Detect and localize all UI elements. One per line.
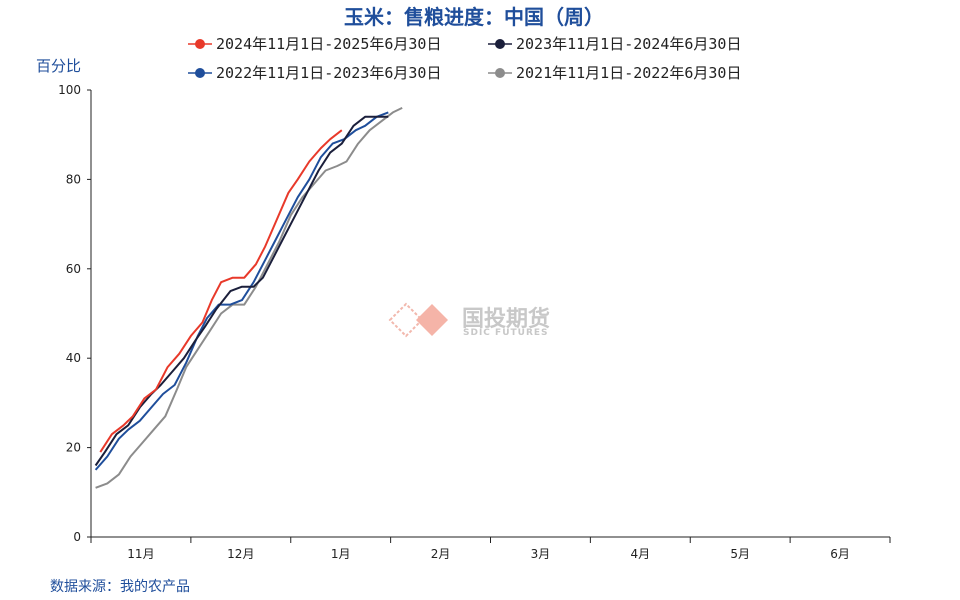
x-tick-label: 3月 — [531, 547, 551, 561]
y-axis: 0 20 40 60 80 100 — [58, 83, 91, 544]
series-line-2 — [94, 115, 389, 467]
legend-label-1: 2024年11月1日-2025年6月30日 — [216, 35, 441, 53]
x-tick-label: 6月 — [830, 547, 850, 561]
data-source: 数据来源：我的农产品 — [50, 579, 190, 595]
series-line-1 — [99, 129, 343, 453]
chart-title: 玉米：售粮进度：中国（周） — [344, 5, 604, 29]
y-tick-label: 80 — [66, 172, 81, 186]
series-line-3 — [94, 111, 389, 471]
y-axis-label: 百分比 — [36, 57, 81, 75]
watermark-name-en: SDIC FUTURES — [463, 328, 549, 338]
x-axis: 11月 12月 1月 2月 3月 4月 5月 6月 — [90, 537, 891, 561]
watermark-name-cn: 国投期货 — [462, 306, 550, 332]
x-tick-label: 12月 — [227, 547, 254, 561]
series-line-4 — [95, 106, 403, 489]
legend: 2024年11月1日-2025年6月30日 2023年11月1日-2024年6月… — [188, 35, 741, 82]
y-tick-label: 20 — [66, 441, 81, 455]
x-tick-label: 2月 — [431, 547, 451, 561]
watermark-logo-diamond — [416, 304, 448, 336]
legend-label-4: 2021年11月1日-2022年6月30日 — [516, 64, 741, 82]
legend-label-2: 2023年11月1日-2024年6月30日 — [516, 35, 741, 53]
x-tick-label: 4月 — [630, 547, 650, 561]
series-lines — [94, 106, 403, 489]
legend-marker-4 — [495, 68, 505, 78]
y-tick-label: 100 — [58, 83, 81, 97]
legend-item-2: 2023年11月1日-2024年6月30日 — [488, 35, 741, 53]
x-tick-label: 5月 — [730, 547, 750, 561]
legend-marker-1 — [195, 39, 205, 49]
x-tick-label: 1月 — [331, 547, 351, 561]
legend-marker-3 — [195, 68, 205, 78]
y-tick-label: 0 — [73, 530, 81, 544]
legend-marker-2 — [495, 39, 505, 49]
legend-item-3: 2022年11月1日-2023年6月30日 — [188, 64, 441, 82]
legend-item-1: 2024年11月1日-2025年6月30日 — [188, 35, 441, 53]
y-tick-label: 60 — [66, 262, 81, 276]
legend-item-4: 2021年11月1日-2022年6月30日 — [488, 64, 741, 82]
x-tick-label: 11月 — [127, 547, 154, 561]
watermark: 国投期货 SDIC FUTURES — [388, 302, 550, 338]
y-tick-label: 40 — [66, 351, 81, 365]
legend-label-3: 2022年11月1日-2023年6月30日 — [216, 64, 441, 82]
